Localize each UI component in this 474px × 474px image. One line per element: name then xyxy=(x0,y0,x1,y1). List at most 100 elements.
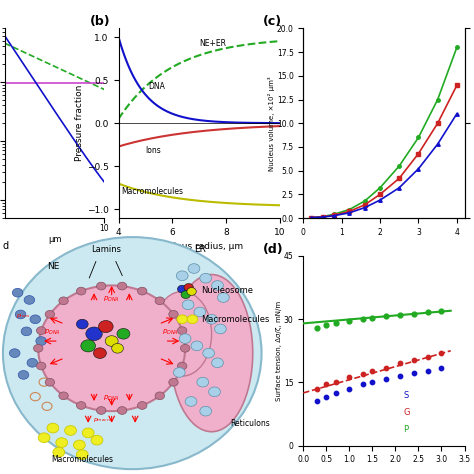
Circle shape xyxy=(53,447,64,457)
Point xyxy=(359,370,367,378)
Point xyxy=(438,364,445,372)
Circle shape xyxy=(169,378,178,386)
Circle shape xyxy=(182,300,194,310)
Circle shape xyxy=(27,358,37,367)
Circle shape xyxy=(155,297,164,305)
Circle shape xyxy=(45,378,55,386)
Ellipse shape xyxy=(171,274,253,432)
Circle shape xyxy=(112,344,123,353)
Circle shape xyxy=(12,288,23,297)
Point xyxy=(359,315,367,323)
Point xyxy=(313,324,321,331)
Circle shape xyxy=(118,282,127,290)
Circle shape xyxy=(203,348,215,358)
Circle shape xyxy=(34,345,43,352)
Circle shape xyxy=(215,324,226,334)
Text: Ions: Ions xyxy=(146,146,161,155)
Point xyxy=(383,364,390,372)
Circle shape xyxy=(9,349,20,357)
Point xyxy=(424,309,431,316)
Circle shape xyxy=(211,281,223,290)
Circle shape xyxy=(188,264,200,273)
Text: NE: NE xyxy=(47,262,59,271)
Point xyxy=(332,319,339,327)
Circle shape xyxy=(177,327,187,335)
Text: Nucleosome: Nucleosome xyxy=(201,286,253,295)
Y-axis label: Nucleus volume, ×10² μm³: Nucleus volume, ×10² μm³ xyxy=(268,76,275,171)
Circle shape xyxy=(59,392,68,400)
Text: Macromolecules: Macromolecules xyxy=(201,315,270,324)
Circle shape xyxy=(181,345,190,352)
Point xyxy=(383,312,390,320)
Circle shape xyxy=(56,438,68,447)
X-axis label: μm: μm xyxy=(48,235,61,244)
Text: $p_{macro}$: $p_{macro}$ xyxy=(93,416,113,424)
Circle shape xyxy=(173,368,185,377)
Circle shape xyxy=(118,407,127,414)
Text: $p_{DNA}$: $p_{DNA}$ xyxy=(103,394,120,403)
Circle shape xyxy=(38,433,50,443)
Circle shape xyxy=(200,406,211,416)
Point xyxy=(313,385,321,392)
Point xyxy=(410,310,418,318)
Circle shape xyxy=(86,327,102,340)
Circle shape xyxy=(76,287,86,295)
Text: $p_{ions}$: $p_{ions}$ xyxy=(16,312,31,320)
Text: P: P xyxy=(403,425,409,434)
Point xyxy=(396,311,404,319)
Text: DNA: DNA xyxy=(148,82,165,91)
Text: Lamins: Lamins xyxy=(91,245,121,254)
Circle shape xyxy=(76,401,86,410)
Ellipse shape xyxy=(3,237,262,469)
Point xyxy=(346,318,353,325)
Circle shape xyxy=(36,327,46,335)
Point xyxy=(369,378,376,385)
Text: $p_{DNA}$: $p_{DNA}$ xyxy=(45,328,61,337)
Circle shape xyxy=(137,287,147,295)
Point xyxy=(438,349,445,356)
Circle shape xyxy=(36,362,46,370)
Circle shape xyxy=(177,315,188,324)
Text: (b): (b) xyxy=(90,16,110,28)
Text: (c): (c) xyxy=(263,16,282,28)
Point xyxy=(438,307,445,315)
Circle shape xyxy=(169,310,178,318)
Circle shape xyxy=(76,319,88,329)
Y-axis label: Pressure fraction: Pressure fraction xyxy=(75,85,84,162)
Point xyxy=(369,314,376,322)
Circle shape xyxy=(187,288,196,295)
Text: NE+ER: NE+ER xyxy=(199,39,226,48)
Text: G: G xyxy=(403,408,410,417)
Circle shape xyxy=(15,310,26,319)
Text: $p_{DNA}$: $p_{DNA}$ xyxy=(103,295,120,304)
Circle shape xyxy=(82,428,94,438)
Circle shape xyxy=(97,407,106,414)
Circle shape xyxy=(18,371,29,379)
Circle shape xyxy=(155,392,164,400)
Circle shape xyxy=(218,292,229,302)
Circle shape xyxy=(179,334,191,344)
Circle shape xyxy=(105,336,118,346)
Text: $p_{DNA}$: $p_{DNA}$ xyxy=(162,328,179,337)
Point xyxy=(332,389,339,397)
Text: d: d xyxy=(3,241,9,251)
Circle shape xyxy=(177,362,187,370)
Circle shape xyxy=(36,337,46,346)
Circle shape xyxy=(137,401,147,410)
X-axis label: Nucleus radius, μm: Nucleus radius, μm xyxy=(155,242,243,251)
Text: Reticulons: Reticulons xyxy=(230,419,270,428)
Circle shape xyxy=(47,423,59,433)
Ellipse shape xyxy=(153,292,211,376)
Point xyxy=(346,374,353,381)
Circle shape xyxy=(209,387,220,397)
Point xyxy=(410,356,418,364)
Circle shape xyxy=(181,291,191,299)
Point xyxy=(323,381,330,388)
Circle shape xyxy=(194,307,206,317)
Circle shape xyxy=(185,397,197,406)
Circle shape xyxy=(177,285,187,293)
Text: Macromolecules: Macromolecules xyxy=(121,187,183,196)
Circle shape xyxy=(97,282,106,290)
Point xyxy=(346,385,353,392)
Circle shape xyxy=(73,440,85,450)
